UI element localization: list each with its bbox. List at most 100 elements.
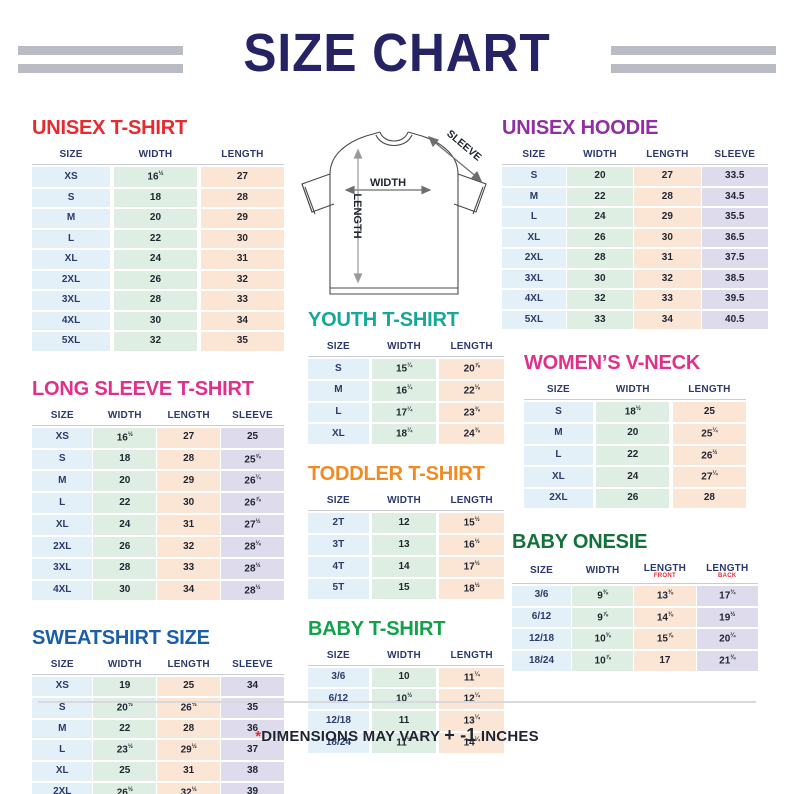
cell-size: L xyxy=(524,445,593,466)
col-header-width: WIDTH xyxy=(571,561,634,584)
table-row: M 16¼ 22⅛ xyxy=(308,380,504,401)
table-row: L 22 30 26⅞ xyxy=(32,493,284,514)
cell-size: 5T xyxy=(308,578,369,599)
cell-length: 24⅜ xyxy=(439,424,504,445)
table-row: 18/24 11½ 14¼ xyxy=(308,733,504,753)
table-toddler-tshirt: SIZE WIDTH LENGTH 2T 12 15½ 3T 13 16½ 4T 14 17½ 5… xyxy=(308,491,504,600)
cell-width: 20 xyxy=(93,471,157,492)
cell-sleeve: 20¼ xyxy=(696,629,758,650)
cell-size: XS xyxy=(32,427,93,448)
table-row: 12/18 11 13¼ xyxy=(308,711,504,732)
cell-sleeve: 37 xyxy=(221,740,284,761)
table-title-toddler-tshirt: TODDLER T-SHIRT xyxy=(308,463,485,486)
page-footer: *DIMENSIONS MAY VARY + -1 INCHES xyxy=(38,701,756,746)
col-header-size: SIZE xyxy=(32,147,111,165)
col-header-size: SIZE xyxy=(502,147,566,165)
cell-length: 31 xyxy=(634,249,701,268)
cell-size: S xyxy=(32,449,93,470)
col-header-size: SIZE xyxy=(308,493,369,512)
cell-sleeve: 36.5 xyxy=(701,228,768,247)
table-row: 2XL 28 31 37.5 xyxy=(502,249,768,268)
cell-sleeve: 39 xyxy=(221,782,284,794)
table-body: 3/6 10 11¼ 6/12 10½ 12¼ 12/18 11 13¼ 18/24 11½ 14¼ xyxy=(308,667,504,753)
cell-sleeve: 38 xyxy=(221,762,284,781)
table-row: 2XL 26½ 32½ 39 xyxy=(32,782,284,794)
table-row: L 24 29 35.5 xyxy=(502,208,768,227)
col-header-width: WIDTH xyxy=(566,147,634,165)
cell-length: 14⅜ xyxy=(634,607,696,628)
table-block-long-sleeve-tshirt: LONG SLEEVE T-SHIRT SIZE WIDTH LENGTH SL… xyxy=(32,378,284,603)
cell-length: 25 xyxy=(157,677,221,696)
table-title-unisex-tshirt: UNISEX T-SHIRT xyxy=(32,117,187,139)
cell-length: 27 xyxy=(157,427,221,448)
footer-text-c: INCHES xyxy=(476,728,539,745)
table-block-baby-tshirt: BABY T-SHIRT SIZE WIDTH LENGTH 3/6 10 11¼ 6… xyxy=(308,618,504,755)
cell-size: M xyxy=(32,209,111,228)
cell-width: 22 xyxy=(596,445,670,466)
table-row: M 22 28 36 xyxy=(32,719,284,739)
table-body: XS 16½ 27 S 18 28 M 20 29 L 22 30 XL 24 31 2XL 26 32 3XL 28… xyxy=(32,167,284,351)
footer-disclaimer: *DIMENSIONS MAY VARY + -1 INCHES xyxy=(38,725,756,746)
cell-length: 12¼ xyxy=(439,689,504,710)
table-row: M 22 28 34.5 xyxy=(502,187,768,206)
col-header-length: LENGTH xyxy=(439,339,504,357)
col-header-sleeve: SLEEVE xyxy=(221,657,284,676)
table-row: 4XL 30 34 xyxy=(32,311,284,331)
page-title: SIZE CHART xyxy=(243,23,551,83)
cell-length: 29 xyxy=(200,209,284,228)
cell-sleeve: 26⅞ xyxy=(221,493,284,514)
cell-width: 30 xyxy=(113,311,198,331)
cell-size: 12/18 xyxy=(512,629,572,650)
col-header-width: WIDTH xyxy=(371,648,437,666)
cell-length: 28 xyxy=(200,188,284,208)
diagram-label-sleeve: SLEEVE xyxy=(444,128,483,164)
col-header-size: SIZE xyxy=(512,561,572,584)
cell-width: 32 xyxy=(113,332,198,351)
cell-size: 2XL xyxy=(32,270,111,290)
cell-size: L xyxy=(502,208,566,227)
cell-length: 27¼ xyxy=(672,467,746,488)
col-header-sleeve: SLEEVE xyxy=(701,147,768,165)
cell-length: 29½ xyxy=(157,740,221,761)
cell-size: 4T xyxy=(308,556,369,577)
table-long-sleeve-tshirt: SIZE WIDTH LENGTH SLEEVE XS 16½ 27 25 S 18 28 2… xyxy=(32,406,284,603)
col-header-length: LENGTH xyxy=(439,648,504,666)
cell-size: XL xyxy=(32,515,93,535)
decorative-rule xyxy=(611,46,776,55)
t-shirt-measurement-diagram: WIDTH LENGTH SLEEVE xyxy=(288,108,500,304)
cell-length: 29 xyxy=(634,208,701,227)
cell-size: 4XL xyxy=(32,311,111,331)
cell-length: 34 xyxy=(634,310,701,329)
cell-size: 18/24 xyxy=(512,651,572,672)
col-header-width: WIDTH xyxy=(93,657,157,676)
cell-sleeve: 25 xyxy=(221,427,284,448)
table-title-youth-tshirt: YOUTH T-SHIRT xyxy=(308,309,459,331)
col-header-length: LENGTH xyxy=(157,657,221,676)
cell-length: 31 xyxy=(157,762,221,781)
table-row: M 20 29 xyxy=(32,209,284,228)
cell-size: S xyxy=(308,359,369,379)
cell-sleeve: 28½ xyxy=(221,580,284,601)
cell-sleeve: 33.5 xyxy=(701,167,768,186)
asterisk-icon: * xyxy=(255,728,262,745)
cell-size: M xyxy=(502,187,566,206)
header-rules-right xyxy=(611,46,776,73)
cell-length: 33 xyxy=(200,291,284,310)
table-row: 3XL 28 33 xyxy=(32,291,284,310)
table-row: L 22 26½ xyxy=(524,445,746,466)
cell-width: 15¼ xyxy=(371,359,437,379)
cell-length: 13⅜ xyxy=(634,585,696,606)
table-header-row: SIZE WIDTH LENGTH xyxy=(32,147,284,165)
col-subheader-back: BACK xyxy=(717,572,737,579)
col-header-length: LENGTH xyxy=(634,147,701,165)
cell-size: 2XL xyxy=(502,249,566,268)
cell-width: 26½ xyxy=(93,782,157,794)
cell-length: 34 xyxy=(200,311,284,331)
cell-width: 24 xyxy=(596,467,670,488)
table-header-row: SIZE WIDTH LENGTH SLEEVE xyxy=(502,147,768,165)
col-header-width: WIDTH xyxy=(596,382,670,400)
cell-length: 11¼ xyxy=(439,667,504,688)
cell-size: XL xyxy=(32,762,93,781)
col-header-size: SIZE xyxy=(32,408,93,426)
